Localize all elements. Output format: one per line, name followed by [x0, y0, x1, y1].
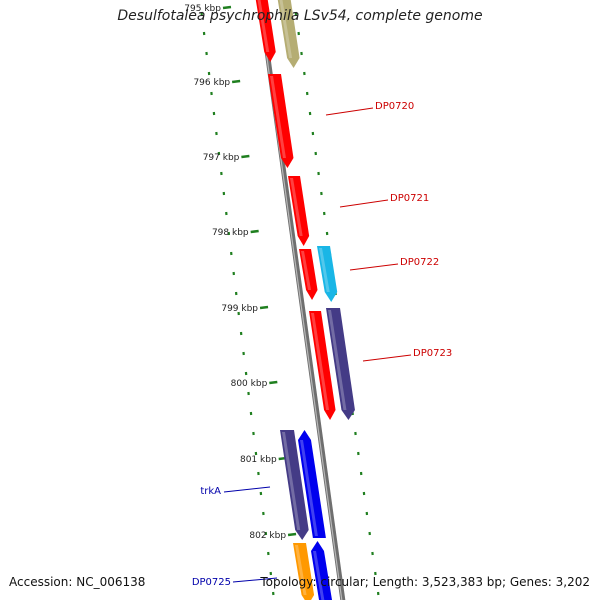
gene-red-799[interactable] — [299, 249, 318, 300]
topology-label: Topology: circular; Length: 3,523,383 bp… — [260, 575, 590, 589]
gene-trkA-highlight — [300, 440, 318, 536]
gene-DP0720-body[interactable] — [268, 74, 294, 168]
gene-DP0721-highlight — [290, 178, 303, 236]
gene-red-800[interactable] — [309, 311, 336, 420]
gene-DP0725[interactable] — [293, 543, 315, 600]
gene-label-leader — [232, 577, 278, 583]
gene-label-DP0725[interactable]: DP0725 — [192, 577, 231, 588]
gene-DP0722-body[interactable] — [317, 246, 338, 302]
gene-DP0725-body[interactable] — [293, 543, 315, 600]
gene-DP0721[interactable] — [288, 176, 310, 246]
kbp-tick — [287, 532, 297, 537]
gene-red-800-highlight — [311, 313, 330, 410]
kbp-label: 800 kbp — [231, 379, 268, 389]
gene-DP0725-highlight — [295, 545, 307, 595]
map-title: Desulfotalea psychrophila LSv54, complet… — [117, 8, 483, 24]
gene-blue-802-highlight — [313, 551, 325, 600]
kbp-label: 801 kbp — [240, 455, 277, 465]
gene-DP0723-highlight — [328, 310, 347, 410]
gene-feature-upstream-red-body[interactable] — [255, 0, 276, 62]
gene-label-leader — [349, 263, 399, 271]
gene-DP0723[interactable] — [326, 308, 355, 420]
gene-label-DP0723[interactable]: DP0723 — [413, 348, 452, 359]
gene-DP0720-highlight — [270, 76, 286, 158]
gene-label-DP0720[interactable]: DP0720 — [375, 101, 414, 112]
kbp-label: 797 kbp — [203, 153, 240, 163]
gene-feature-upstream-red[interactable] — [255, 0, 276, 62]
gene-feature-upstream-red-highlight — [257, 0, 270, 52]
gene-DP0720[interactable] — [268, 74, 294, 168]
gene-label-leader — [362, 354, 412, 362]
kbp-label: 795 kbp — [184, 4, 221, 14]
gene-label-DP0722[interactable]: DP0722 — [400, 257, 439, 268]
accession-label: Accession: NC_006138 — [9, 575, 146, 589]
kbp-label: 802 kbp — [249, 531, 286, 541]
gene-purple-801-highlight — [282, 432, 301, 530]
gene-label-leader — [223, 486, 271, 493]
gene-label-leader — [339, 199, 389, 208]
gene-blue-802-body[interactable] — [311, 541, 333, 600]
gene-trkA-body[interactable] — [298, 430, 326, 538]
kbp-tick — [259, 305, 269, 310]
kbp-tick — [222, 5, 232, 10]
gene-feature-upstream-khaki-body[interactable] — [277, 0, 300, 68]
kbp-tick — [250, 229, 259, 234]
kbp-tick — [241, 154, 250, 159]
kbp-label: 796 kbp — [193, 78, 230, 88]
gene-DP0722-highlight — [319, 248, 330, 292]
gene-DP0721-body[interactable] — [288, 176, 310, 246]
gene-trkA[interactable] — [298, 430, 326, 538]
gene-blue-802[interactable] — [311, 541, 333, 600]
kbp-tick — [269, 380, 278, 385]
gene-feature-upstream-khaki-highlight — [279, 0, 293, 58]
gene-red-799-highlight — [301, 251, 312, 290]
gene-feature-upstream-khaki[interactable] — [277, 0, 300, 68]
gene-purple-801-body[interactable] — [280, 430, 309, 540]
gene-DP0722[interactable] — [317, 246, 338, 302]
kbp-label: 799 kbp — [221, 304, 258, 314]
gene-label-leader — [325, 107, 374, 116]
kbp-label: 798 kbp — [212, 228, 249, 238]
gene-purple-801[interactable] — [280, 430, 309, 540]
gene-red-799-body[interactable] — [299, 249, 318, 300]
gene-label-DP0721[interactable]: DP0721 — [390, 193, 429, 204]
kbp-tick — [231, 79, 241, 84]
gene-label-trkA[interactable]: trkA — [200, 486, 221, 497]
gene-DP0723-body[interactable] — [326, 308, 355, 420]
gene-red-800-body[interactable] — [309, 311, 336, 420]
